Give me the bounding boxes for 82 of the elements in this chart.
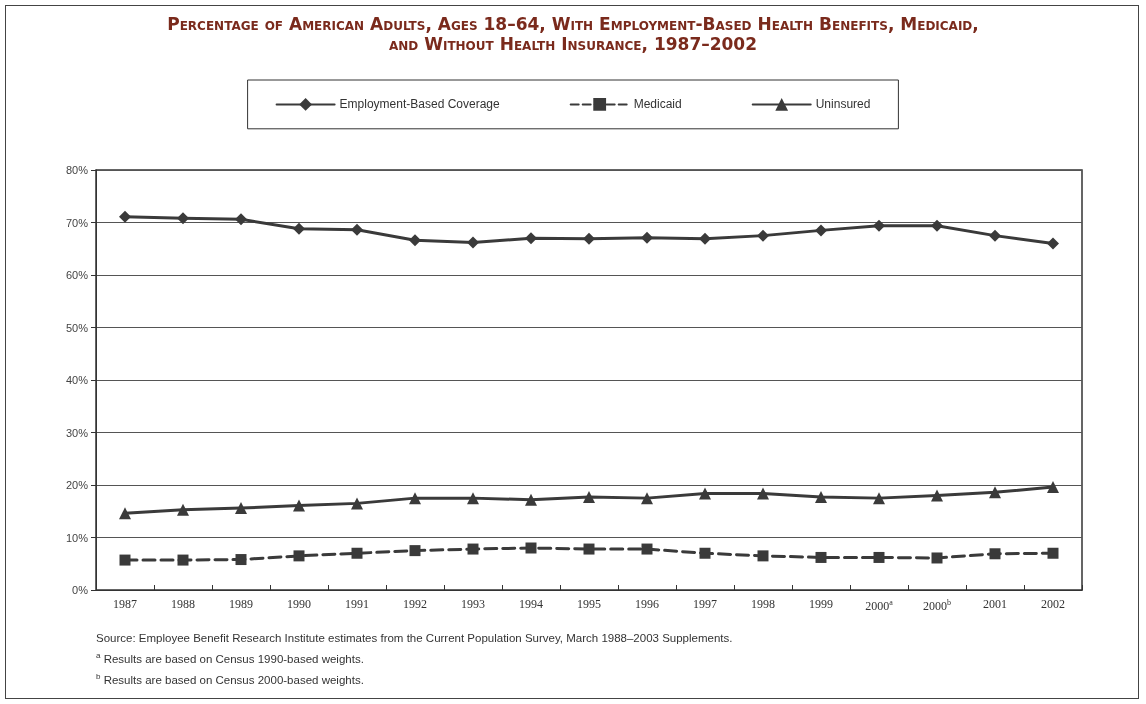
point <box>641 231 653 244</box>
point <box>119 210 131 223</box>
point <box>931 489 943 502</box>
point <box>119 507 131 520</box>
y-tick-label: 40% <box>65 374 89 386</box>
legend-label: Medicaid <box>633 97 682 112</box>
x-tick-label: 1988 <box>171 597 195 611</box>
point <box>525 232 537 245</box>
point <box>409 545 421 557</box>
point <box>757 550 769 562</box>
point <box>235 213 247 226</box>
y-tick-label: 50% <box>65 321 89 334</box>
y-tick-label: 20% <box>65 479 89 491</box>
point <box>699 487 711 500</box>
x-tick-label: 1987 <box>113 597 137 611</box>
y-tick-label: 80% <box>65 164 89 176</box>
point <box>873 219 885 232</box>
point <box>583 543 595 555</box>
x-tick-label: 1989 <box>229 597 253 611</box>
point <box>873 551 885 563</box>
text: $^{a}$ Results are based on Census 1990-based weights. <box>96 650 365 667</box>
point <box>351 223 363 236</box>
point <box>989 229 1001 242</box>
point <box>931 552 943 564</box>
point <box>467 492 479 505</box>
point <box>293 550 305 562</box>
point <box>409 234 421 247</box>
x-tick-label: 2001 <box>983 597 1007 611</box>
point <box>931 219 943 232</box>
x-tick-label: 1990 <box>287 597 311 611</box>
point <box>989 548 1001 560</box>
point <box>815 491 827 504</box>
point <box>409 492 421 505</box>
point <box>873 492 885 505</box>
point <box>583 232 595 245</box>
point <box>641 543 653 555</box>
point <box>641 492 653 505</box>
x-tick-label: 1996 <box>635 597 659 611</box>
x-tick-label: 2002 <box>1041 597 1065 611</box>
point <box>1047 237 1059 250</box>
point <box>1047 547 1059 559</box>
y-tick-label: 10% <box>65 531 89 544</box>
source-note: Source: Employee Benefit Research Institute estimates from the Current Population Survey, March 1988–2003 Supplements. <box>96 631 733 646</box>
point <box>815 551 827 563</box>
point <box>525 493 537 506</box>
text: $^{b}$ Results are based on Census 2000-based weights. <box>96 670 365 688</box>
point <box>351 497 363 510</box>
x-tick-label: 1999 <box>809 597 833 611</box>
point <box>235 502 247 515</box>
point <box>177 503 189 516</box>
point <box>467 236 479 249</box>
y-tick-label: 70% <box>65 216 89 229</box>
point <box>699 547 711 559</box>
point <box>235 554 247 566</box>
point <box>119 554 131 566</box>
x-tick-label: 1998 <box>751 597 775 611</box>
x-tick-label: 1995 <box>577 597 601 611</box>
point <box>177 212 189 225</box>
x-tick-label: 1991 <box>345 597 369 611</box>
point <box>583 491 595 504</box>
x-tick-label: 1994 <box>519 597 543 611</box>
point <box>757 229 769 242</box>
point <box>177 554 189 566</box>
point <box>989 486 1001 499</box>
point <box>293 499 305 512</box>
legend-label: Uninsured <box>815 97 871 112</box>
point <box>1047 481 1059 494</box>
x-tick-label: 1997 <box>693 597 717 611</box>
point <box>757 487 769 500</box>
y-tick-label: 0% <box>72 584 89 596</box>
y-tick-label: 30% <box>65 426 89 439</box>
x-tick-label: 1992 <box>403 597 427 611</box>
point <box>467 543 479 555</box>
point <box>293 222 305 235</box>
chart-title: Percentage of American Adults, Ages 18–64, With Employment-Based Health Benefits, Medicaid, and Without Health Insurance, 1987–2002 <box>166 14 980 54</box>
x-tick-label: 1993 <box>461 597 485 611</box>
y-tick-label: 60% <box>65 269 89 281</box>
legend-label: Employment-Based Coverage <box>339 97 500 112</box>
point <box>815 224 827 237</box>
point <box>351 547 363 559</box>
point <box>525 542 537 554</box>
point <box>699 232 711 245</box>
